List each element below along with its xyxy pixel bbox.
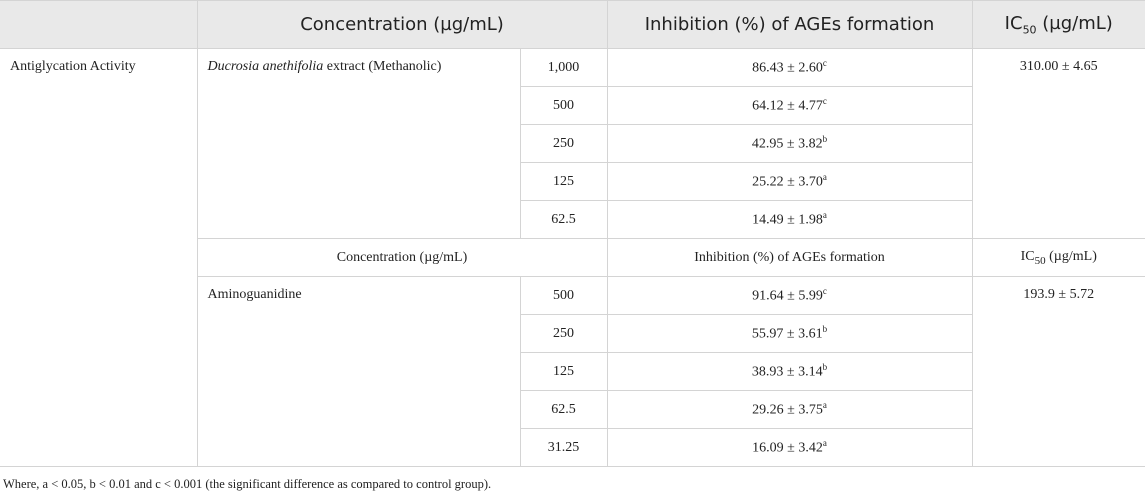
inhibition-value: 86.43 ± 2.60	[752, 60, 823, 76]
inhibition-value: 29.26 ± 3.75	[752, 402, 823, 418]
subscript: 50	[1034, 254, 1046, 267]
concentration-cell: 500	[520, 86, 608, 125]
data-table: Concentration (µg/mL) Inhibition (%) of …	[0, 0, 1145, 467]
inhibition-value: 25.22 ± 3.70	[752, 174, 823, 190]
data-row: 31.25 16.09 ± 3.42a	[0, 428, 1145, 467]
significance: b	[822, 324, 828, 335]
ic50-cell: 193.9 ± 5.72	[971, 276, 1145, 467]
inhibition-value: 38.93 ± 3.14	[751, 364, 823, 380]
concentration-cell: 250	[520, 124, 608, 163]
inhibition-value: 16.09 ± 3.42	[752, 440, 823, 456]
activity-cell: Antiglycation Activity	[0, 48, 198, 467]
significance: c	[822, 286, 827, 297]
data-row: Aminoguanidine 500 91.64 ± 5.99c 193.9 ± 5.…	[0, 276, 1145, 467]
significance: a	[822, 210, 827, 221]
significance: a	[822, 400, 827, 411]
concentration-cell: 31.25	[520, 428, 608, 467]
concentration-cell: 62.5	[520, 200, 608, 239]
subheader-text: (µg/mL)	[1045, 248, 1097, 264]
inhibition-value: 64.12 ± 4.77	[752, 98, 823, 114]
concentration-cell: 500	[519, 276, 608, 315]
subscript: 50	[1022, 23, 1037, 37]
inhibition-cell: 25.22 ± 3.70a	[606, 162, 973, 201]
header-cell: IC50 (µg/mL)	[971, 0, 1145, 49]
concentration-cell: 1,000	[519, 48, 608, 87]
sample-cell: Ducrosia anethifolia extract (Methanolic…	[196, 48, 521, 239]
inhibition-cell: 29.26 ± 3.75a	[606, 390, 973, 429]
table-body: Antiglycation Activity Ducrosia anethifol…	[0, 48, 1145, 467]
subheader-row: Concentration (µg/mL) Inhibition (%) of A…	[0, 238, 1145, 277]
inhibition-cell: 64.12 ± 4.77c	[606, 86, 973, 125]
header-text: IC	[1004, 12, 1023, 34]
subheader-cell: Inhibition (%) of AGEs formation	[606, 238, 973, 277]
inhibition-cell: 16.09 ± 3.42a	[606, 428, 973, 467]
data-row: 500 64.12 ± 4.77c	[0, 86, 1145, 125]
sample-text: extract (Methanolic)	[323, 59, 442, 74]
header-row: Concentration (µg/mL) Inhibition (%) of …	[0, 0, 1145, 49]
inhibition-cell: 14.49 ± 1.98a	[606, 200, 973, 239]
subheader-cell: Concentration (µg/mL)	[197, 238, 608, 277]
data-row: 250 42.95 ± 3.82b	[0, 124, 1145, 163]
table-header: Concentration (µg/mL) Inhibition (%) of …	[0, 0, 1145, 49]
sample-text: Aminoguanidine	[207, 287, 302, 302]
subheader-cell: IC50 (µg/mL)	[971, 238, 1145, 277]
significance: a	[822, 172, 827, 183]
inhibition-value: 55.97 ± 3.61	[751, 326, 823, 342]
data-row: 250 55.97 ± 3.61b	[0, 314, 1145, 353]
inhibition-cell: 91.64 ± 5.99c	[606, 276, 973, 315]
inhibition-value: 91.64 ± 5.99	[752, 288, 823, 304]
subheader-text: IC	[1020, 248, 1035, 264]
inhibition-cell: 38.93 ± 3.14b	[606, 352, 973, 391]
significance: b	[822, 362, 828, 373]
sample-cell: Aminoguanidine	[197, 276, 521, 467]
significance: c	[822, 58, 827, 69]
inhibition-cell: 42.95 ± 3.82b	[606, 124, 973, 163]
header-cell	[0, 0, 198, 49]
inhibition-value: 14.49 ± 1.98	[752, 212, 823, 228]
inhibition-cell: 86.43 ± 2.60c	[606, 48, 973, 87]
data-row: 62.5 14.49 ± 1.98a	[0, 200, 1145, 239]
header-text: (µg/mL)	[1036, 12, 1113, 34]
inhibition-cell: 55.97 ± 3.61b	[606, 314, 973, 353]
footnote: Where, a < 0.05, b < 0.01 and c < 0.001 …	[3, 477, 492, 491]
significance: b	[822, 134, 828, 145]
concentration-cell: 125	[520, 352, 608, 391]
concentration-cell: 250	[520, 314, 608, 353]
data-row: Antiglycation Activity Ducrosia anethifol…	[0, 48, 1145, 467]
inhibition-value: 42.95 ± 3.82	[751, 136, 823, 152]
concentration-cell: 125	[520, 162, 608, 201]
header-cell: Concentration (µg/mL)	[196, 0, 608, 49]
ic50-cell: 310.00 ± 4.65	[971, 48, 1145, 239]
header-cell: Inhibition (%) of AGEs formation	[606, 0, 973, 49]
significance: a	[822, 438, 827, 449]
significance: c	[822, 96, 827, 107]
sample-name: Ducrosia anethifolia	[207, 59, 324, 74]
concentration-cell: 62.5	[520, 390, 608, 429]
